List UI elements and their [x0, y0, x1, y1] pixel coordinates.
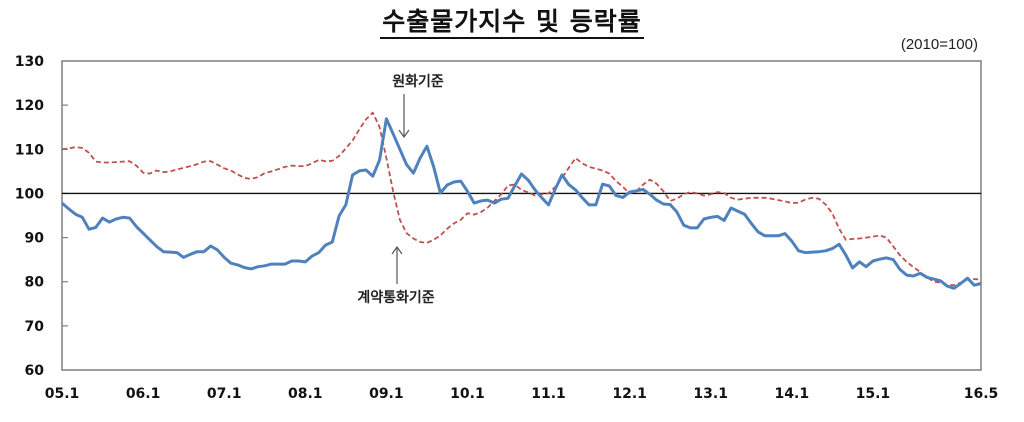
base-year-note: (2010=100): [900, 36, 978, 53]
y-tick-label: 100: [15, 186, 44, 202]
arrowhead-down-icon: [398, 129, 410, 139]
chart-title: 수출물가지수 및 등락률: [0, 2, 1024, 39]
y-tick-label: 70: [25, 319, 45, 335]
x-tick-label: 05.1: [45, 386, 80, 402]
x-tick-label: 07.1: [207, 386, 242, 402]
y-tick-label: 110: [15, 142, 44, 158]
chart-title-text: 수출물가지수 및 등락률: [380, 7, 644, 39]
series-lines: [61, 111, 982, 290]
y-tick-label: 80: [25, 275, 45, 291]
axes: 60 70 80 90 100 110 120 130 05.1 06.1 07.1 08.1 09.1…: [15, 54, 999, 402]
plot-area-border: [61, 60, 982, 371]
x-tick-label: 06.1: [126, 386, 161, 402]
arrowhead-up-icon: [391, 245, 403, 255]
y-tick-label: 120: [15, 98, 44, 114]
annotation-contract-currency: 계약통화기준: [357, 289, 434, 306]
x-tick-label: 12.1: [612, 386, 647, 402]
won-basis-series-line: [61, 117, 982, 290]
x-tick-label: 13.1: [693, 386, 728, 402]
x-tick-label: 11.1: [531, 386, 566, 402]
x-tick-label: 15.1: [856, 386, 891, 402]
x-tick-label: 10.1: [450, 386, 485, 402]
y-tick-label: 130: [15, 54, 44, 70]
contract-currency-series-line: [61, 111, 982, 287]
annotation-won-basis: 원화기준: [392, 74, 444, 90]
x-tick-label: 09.1: [369, 386, 404, 402]
x-tick-label: 14.1: [775, 386, 810, 402]
y-tick-label: 60: [25, 363, 45, 379]
x-tick-label: 08.1: [288, 386, 323, 402]
y-tick-label: 90: [25, 231, 45, 247]
x-tick-label: 16.5: [964, 386, 999, 402]
